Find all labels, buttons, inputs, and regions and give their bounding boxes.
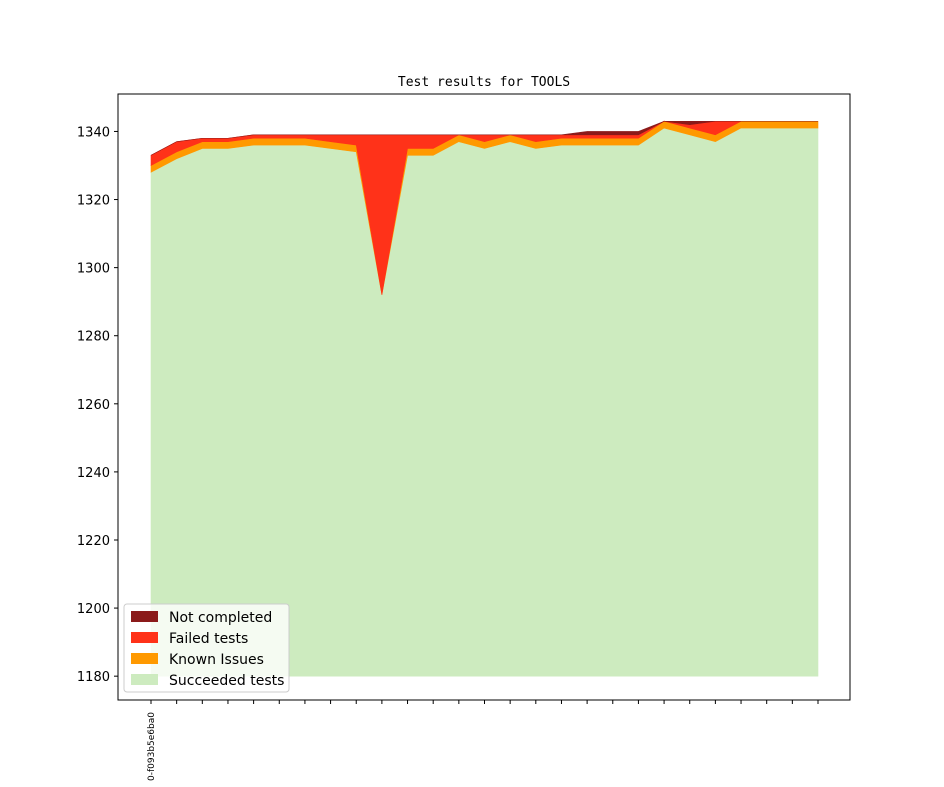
y-tick-label-4: 1260	[77, 398, 110, 413]
y-tick-label-2: 1220	[77, 534, 110, 549]
y-tick-label-6: 1300	[77, 262, 110, 277]
legend-box	[123, 603, 290, 693]
y-tick-label-1: 1200	[77, 602, 110, 617]
legend-label-0: Not completed	[169, 610, 272, 626]
x-tick-label-0: 0-f093b5e6ba0	[147, 712, 157, 781]
plot-frame	[117, 93, 851, 701]
x-axis: 0-f093b5e6ba0	[147, 700, 819, 781]
legend-swatch-2	[131, 653, 158, 664]
legend-label-3: Succeeded tests	[169, 673, 284, 689]
stacked-areas	[150, 120, 819, 677]
y-tick-label-3: 1240	[77, 466, 110, 481]
y-tick-label-7: 1320	[77, 194, 110, 209]
y-tick-label-5: 1280	[77, 330, 110, 345]
chart-title: Test results for TOOLS	[398, 75, 570, 90]
legend-label-2: Known Issues	[169, 652, 264, 668]
legend-swatch-3	[131, 674, 158, 685]
y-axis: 1180 1200 1220 1240 1260 1280 1300 1320 1340	[77, 125, 118, 685]
area-series-0	[150, 127, 819, 677]
y-tick-label-8: 1340	[77, 125, 110, 140]
legend-swatch-1	[131, 632, 158, 643]
area-series-3	[150, 120, 818, 156]
legend-label-1: Failed tests	[169, 631, 248, 647]
legend-swatch-0	[131, 611, 158, 622]
y-tick-label-0: 1180	[77, 670, 110, 685]
legend: Not completed Failed tests Known Issues Suc…	[123, 603, 290, 693]
